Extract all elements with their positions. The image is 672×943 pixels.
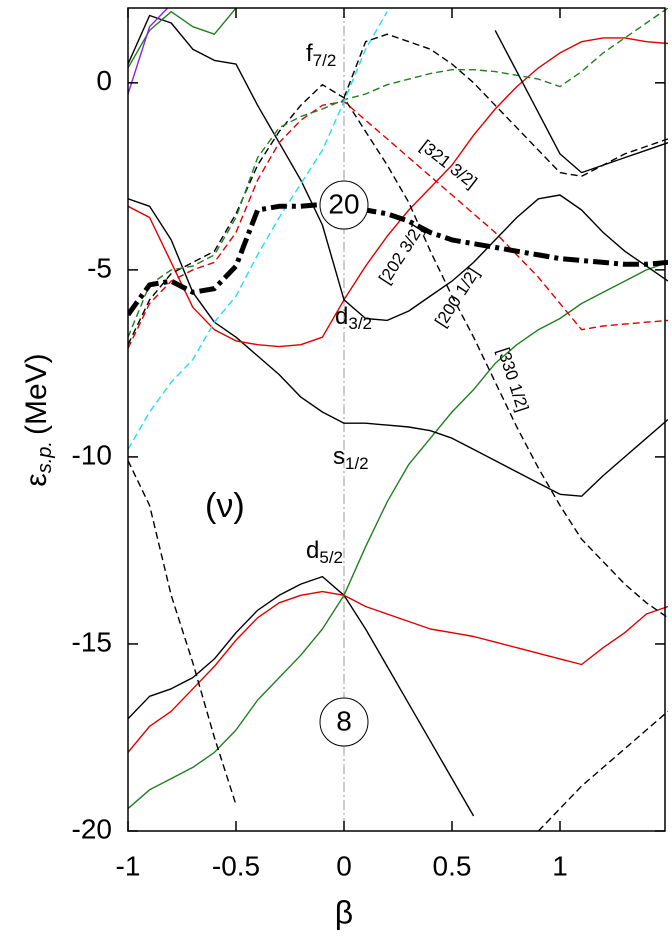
annotation-sub: 5/2 xyxy=(319,548,343,567)
y-tick-label: -5 xyxy=(87,252,112,283)
annotation-text: f xyxy=(306,40,313,67)
x-axis-label: β xyxy=(335,894,353,930)
level-line xyxy=(128,8,237,69)
level-line xyxy=(128,14,668,322)
level-line xyxy=(128,84,668,619)
gap-circle xyxy=(319,697,369,747)
y-tick-label: -10 xyxy=(72,439,112,470)
y-label-main: ε xyxy=(20,473,53,486)
level-line xyxy=(128,8,668,338)
x-tick-label: -0.5 xyxy=(212,850,260,881)
annotation: d5/2 xyxy=(306,537,343,567)
gap-circle xyxy=(319,180,369,230)
y-axis-label: εs.p. (MeV) xyxy=(20,353,56,486)
level-line xyxy=(128,198,668,497)
annotation-sub: 1/2 xyxy=(345,454,369,473)
x-tick-label: -1 xyxy=(116,850,141,881)
y-tick-label: 0 xyxy=(96,65,112,96)
annotation: d3/2 xyxy=(335,303,372,333)
level-line xyxy=(128,460,237,806)
level-line xyxy=(128,37,668,348)
level-line xyxy=(128,590,668,753)
annotation-text: d xyxy=(335,303,348,330)
orbit-label: [200 1/2] xyxy=(431,265,483,331)
y-label-unit: (MeV) xyxy=(20,353,53,435)
annotation-sub: 7/2 xyxy=(313,51,337,70)
annotation-sub: 3/2 xyxy=(348,314,372,333)
y-tick-label: -15 xyxy=(72,626,112,657)
plot-area xyxy=(128,8,668,831)
level-line xyxy=(128,100,668,349)
level-line xyxy=(128,201,668,317)
shell-gap: 8 xyxy=(336,705,352,736)
shell-gap: 20 xyxy=(328,188,359,219)
annotation-text: (ν) xyxy=(205,487,245,525)
x-tick-label: 1 xyxy=(552,850,568,881)
x-tick-label: 0.5 xyxy=(433,850,472,881)
level-line xyxy=(128,261,668,810)
orbit-label: [330 1/2] xyxy=(494,345,533,414)
annotation-text: s xyxy=(333,443,345,470)
annotation: s1/2 xyxy=(333,443,369,473)
annotation: (ν) xyxy=(205,487,245,525)
level-line xyxy=(537,710,668,831)
level-line xyxy=(128,575,475,817)
annotation: f7/2 xyxy=(306,40,336,70)
plot-frame xyxy=(127,7,666,832)
orbit-label: [202 3/2] xyxy=(375,222,427,288)
level-line xyxy=(128,8,169,95)
annotation-text: d xyxy=(306,537,319,564)
x-tick-label: 0 xyxy=(336,850,352,881)
y-label-sub: s.p. xyxy=(34,441,56,473)
orbit-label: [321 3/2] xyxy=(417,136,481,192)
level-line xyxy=(343,33,668,177)
level-line xyxy=(128,11,388,450)
y-tick-label: -20 xyxy=(72,813,112,844)
level-line xyxy=(494,30,668,174)
